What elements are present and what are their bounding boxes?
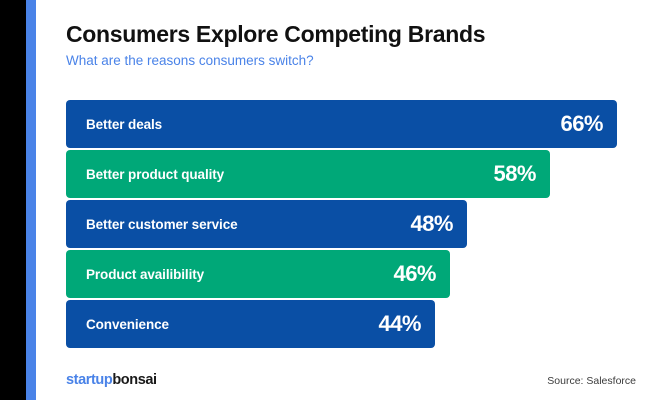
bar-value: 46%	[393, 261, 436, 286]
bar-label: Convenience	[86, 316, 169, 332]
chart-header: Consumers Explore Competing Brands What …	[66, 21, 626, 69]
bar-label: Better deals	[86, 116, 163, 132]
startupbonsai-logo: startupbonsai	[66, 372, 157, 388]
chart-canvas: Consumers Explore Competing Brands What …	[36, 0, 650, 400]
bar-row: Product availibility 46%	[66, 250, 636, 298]
bar-value: 58%	[493, 161, 536, 186]
source-attribution: Source: Salesforce	[547, 375, 636, 387]
bar-label: Better customer service	[86, 216, 238, 232]
chart-title: Consumers Explore Competing Brands	[66, 21, 486, 47]
bar-row: Better customer service 48%	[66, 200, 636, 248]
logo-text-secondary: bonsai	[112, 372, 157, 388]
bar-label: Better product quality	[86, 166, 225, 182]
bar-value: 48%	[410, 211, 453, 236]
bar-list: Better deals 66% Better product quality …	[66, 100, 636, 350]
bar-better-product-quality: Better product quality 58%	[66, 150, 550, 198]
chart-footer: startupbonsai Source: Salesforce	[66, 372, 636, 394]
bar-label: Product availibility	[86, 266, 205, 282]
bar-product-availibility: Product availibility 46%	[66, 250, 450, 298]
bar-convenience: Convenience 44%	[66, 300, 435, 348]
bar-row: Better product quality 58%	[66, 150, 636, 198]
left-blue-accent-stripe	[26, 0, 36, 400]
bar-value: 44%	[378, 311, 421, 336]
bar-better-deals: Better deals 66%	[66, 100, 617, 148]
bar-value: 66%	[560, 111, 603, 136]
logo-text-primary: startup	[66, 372, 113, 388]
chart-subtitle: What are the reasons consumers switch?	[66, 53, 314, 69]
bar-better-customer-service: Better customer service 48%	[66, 200, 467, 248]
bar-row: Better deals 66%	[66, 100, 636, 148]
left-black-edge	[0, 0, 26, 400]
bar-row: Convenience 44%	[66, 300, 636, 348]
